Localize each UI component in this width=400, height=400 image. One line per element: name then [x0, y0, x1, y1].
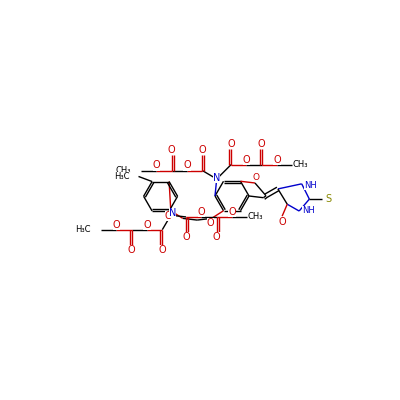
Text: O: O [128, 245, 136, 255]
Text: O: O [227, 139, 235, 149]
Text: O: O [165, 211, 173, 221]
Text: O: O [228, 207, 236, 217]
Text: O: O [198, 207, 205, 217]
Text: H₃C: H₃C [114, 172, 130, 181]
Text: O: O [207, 218, 214, 228]
Text: O: O [243, 154, 250, 164]
Text: NH: NH [304, 181, 317, 190]
Text: S: S [325, 194, 331, 204]
Text: O: O [168, 145, 176, 155]
Text: NH: NH [302, 206, 314, 214]
Text: O: O [252, 174, 260, 182]
Text: O: O [158, 245, 166, 255]
Text: CH₃: CH₃ [116, 166, 131, 175]
Text: O: O [183, 160, 191, 170]
Text: O: O [258, 139, 266, 149]
Text: H₃C: H₃C [76, 225, 91, 234]
Text: O: O [112, 220, 120, 230]
Text: O: O [182, 232, 190, 242]
Text: CH₃: CH₃ [293, 160, 308, 169]
Text: N: N [169, 208, 176, 218]
Text: O: O [152, 160, 160, 170]
Text: O: O [143, 220, 151, 230]
Text: O: O [273, 154, 281, 164]
Text: CH₃: CH₃ [248, 212, 263, 222]
Text: N: N [213, 173, 220, 183]
Text: O: O [278, 217, 286, 227]
Text: O: O [198, 145, 206, 155]
Text: O: O [213, 232, 220, 242]
